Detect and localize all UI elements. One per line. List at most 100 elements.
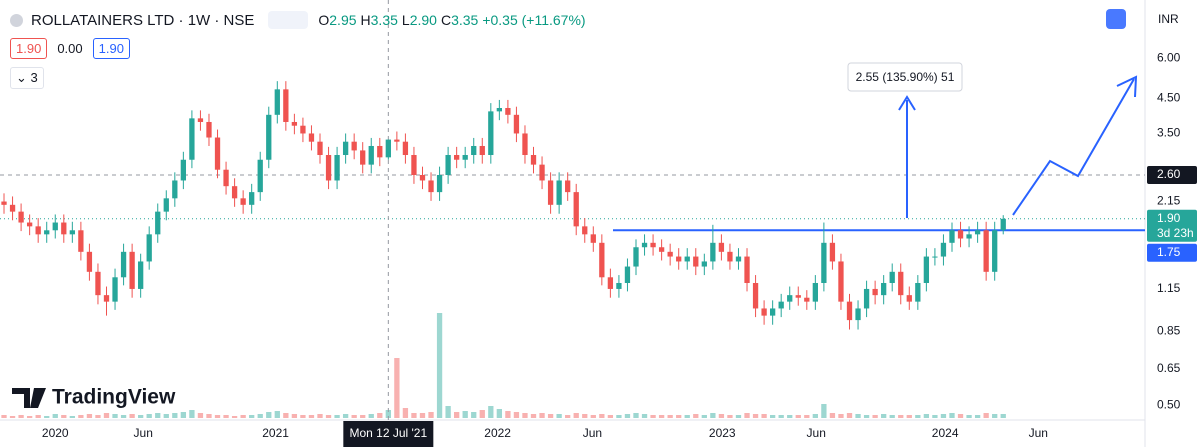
volume-bar xyxy=(360,415,366,418)
volume-bar xyxy=(155,413,161,418)
volume-bar xyxy=(462,411,468,418)
candle-body xyxy=(317,141,323,156)
candle-body xyxy=(223,169,229,187)
refresh-button[interactable] xyxy=(1106,9,1126,29)
volume-bar xyxy=(283,413,289,418)
candle-body xyxy=(676,256,682,262)
candle-body xyxy=(274,89,280,115)
volume-bar xyxy=(881,414,887,418)
y-tick-label: 0.65 xyxy=(1157,361,1181,375)
compare-icons[interactable] xyxy=(268,11,309,29)
volume-bar xyxy=(505,411,511,418)
ohlc-value: 2.95 xyxy=(329,12,357,28)
volume-bar xyxy=(436,313,443,418)
candle-body xyxy=(846,301,853,321)
candle-body xyxy=(146,234,152,262)
volume-bar xyxy=(189,410,195,418)
currency[interactable]: INR xyxy=(1158,12,1179,26)
bid[interactable]: 1.90 xyxy=(10,37,48,59)
candle-body xyxy=(479,145,485,156)
projection-path xyxy=(1012,78,1135,216)
volume-bar xyxy=(317,414,323,418)
x-tick-label: 2020 xyxy=(42,426,69,440)
candle-body xyxy=(52,222,58,231)
volume-bar xyxy=(411,413,417,418)
volume-bar xyxy=(26,416,33,418)
ask[interactable]: 1.90 xyxy=(92,37,130,59)
volume-bar xyxy=(146,414,152,418)
candle-body xyxy=(693,256,699,267)
volume-bar xyxy=(471,412,477,418)
candle-body xyxy=(812,282,818,302)
volume-bar xyxy=(351,415,357,418)
volume-bar xyxy=(573,413,579,418)
candle-body xyxy=(189,118,195,160)
candle-body xyxy=(155,211,161,235)
candle-body xyxy=(505,108,511,115)
y-tick-label: 2.15 xyxy=(1157,194,1181,208)
volume-bar xyxy=(86,414,93,418)
candle-body xyxy=(206,121,212,138)
candle-body xyxy=(334,155,340,181)
candle-body xyxy=(684,256,690,262)
candle-body xyxy=(180,159,187,181)
volume-bar xyxy=(590,415,596,418)
candle-body xyxy=(932,256,938,258)
candle-body xyxy=(9,204,16,212)
y-tick-label: 4.50 xyxy=(1157,91,1181,105)
measure-label: 2.55 (135.90%) 51 xyxy=(856,70,955,84)
candle-body xyxy=(701,261,707,267)
measure-tool: 2.55 (135.90%) 51 xyxy=(847,62,963,218)
candle-body xyxy=(821,242,827,283)
volume-bar xyxy=(539,413,545,418)
candle-body xyxy=(556,180,562,205)
collapse-button[interactable]: ⌄ 3 xyxy=(10,67,44,89)
candle-body xyxy=(44,230,50,235)
candle-body xyxy=(291,121,298,126)
candle-body xyxy=(471,145,477,156)
candle-body xyxy=(940,242,947,257)
candle-body xyxy=(573,192,579,227)
volume-bar xyxy=(846,413,853,418)
candle-body xyxy=(462,155,468,160)
volume-bar xyxy=(18,415,24,418)
candle-body xyxy=(283,89,289,122)
volume-bar xyxy=(334,415,340,418)
candle-body xyxy=(906,295,912,302)
volume-bar xyxy=(172,413,178,418)
ohlc-value: 3.35 xyxy=(370,12,398,28)
candle-body xyxy=(78,230,84,252)
volume-bar xyxy=(206,414,212,418)
volume-bar xyxy=(727,415,733,418)
candle-body xyxy=(368,145,374,165)
volume-bar xyxy=(974,415,981,418)
volume-bar xyxy=(95,415,101,418)
volume-bar xyxy=(445,406,451,418)
volume-bar xyxy=(667,415,673,418)
ohlc-label: H xyxy=(360,12,371,28)
volume-bar xyxy=(872,415,878,418)
candle-body xyxy=(138,261,144,289)
candle-body xyxy=(915,282,921,302)
volume-bar xyxy=(129,414,135,418)
candle-body xyxy=(718,242,725,252)
candle-body xyxy=(795,295,801,298)
symbol[interactable]: ROLLATAINERS LTD · 1W · NSE xyxy=(31,11,255,29)
crosshair-label-bg xyxy=(343,421,434,447)
y-tick-label: 1.15 xyxy=(1157,281,1181,295)
candle-body xyxy=(26,222,33,227)
candle-body xyxy=(103,295,110,302)
candle-body xyxy=(214,137,221,170)
volume-bar xyxy=(769,415,776,418)
candle-body xyxy=(966,234,972,239)
candle-body xyxy=(120,251,127,278)
x-tick-label: Jun xyxy=(1029,426,1048,440)
candle-body xyxy=(838,261,844,302)
volume-bar xyxy=(197,413,204,418)
volume-bar xyxy=(138,415,144,418)
candle-body xyxy=(547,180,554,205)
volume-bar xyxy=(419,413,426,418)
x-tick-label: Jun xyxy=(807,426,826,440)
volume-bar xyxy=(1,415,7,418)
volume-bar xyxy=(829,413,836,418)
